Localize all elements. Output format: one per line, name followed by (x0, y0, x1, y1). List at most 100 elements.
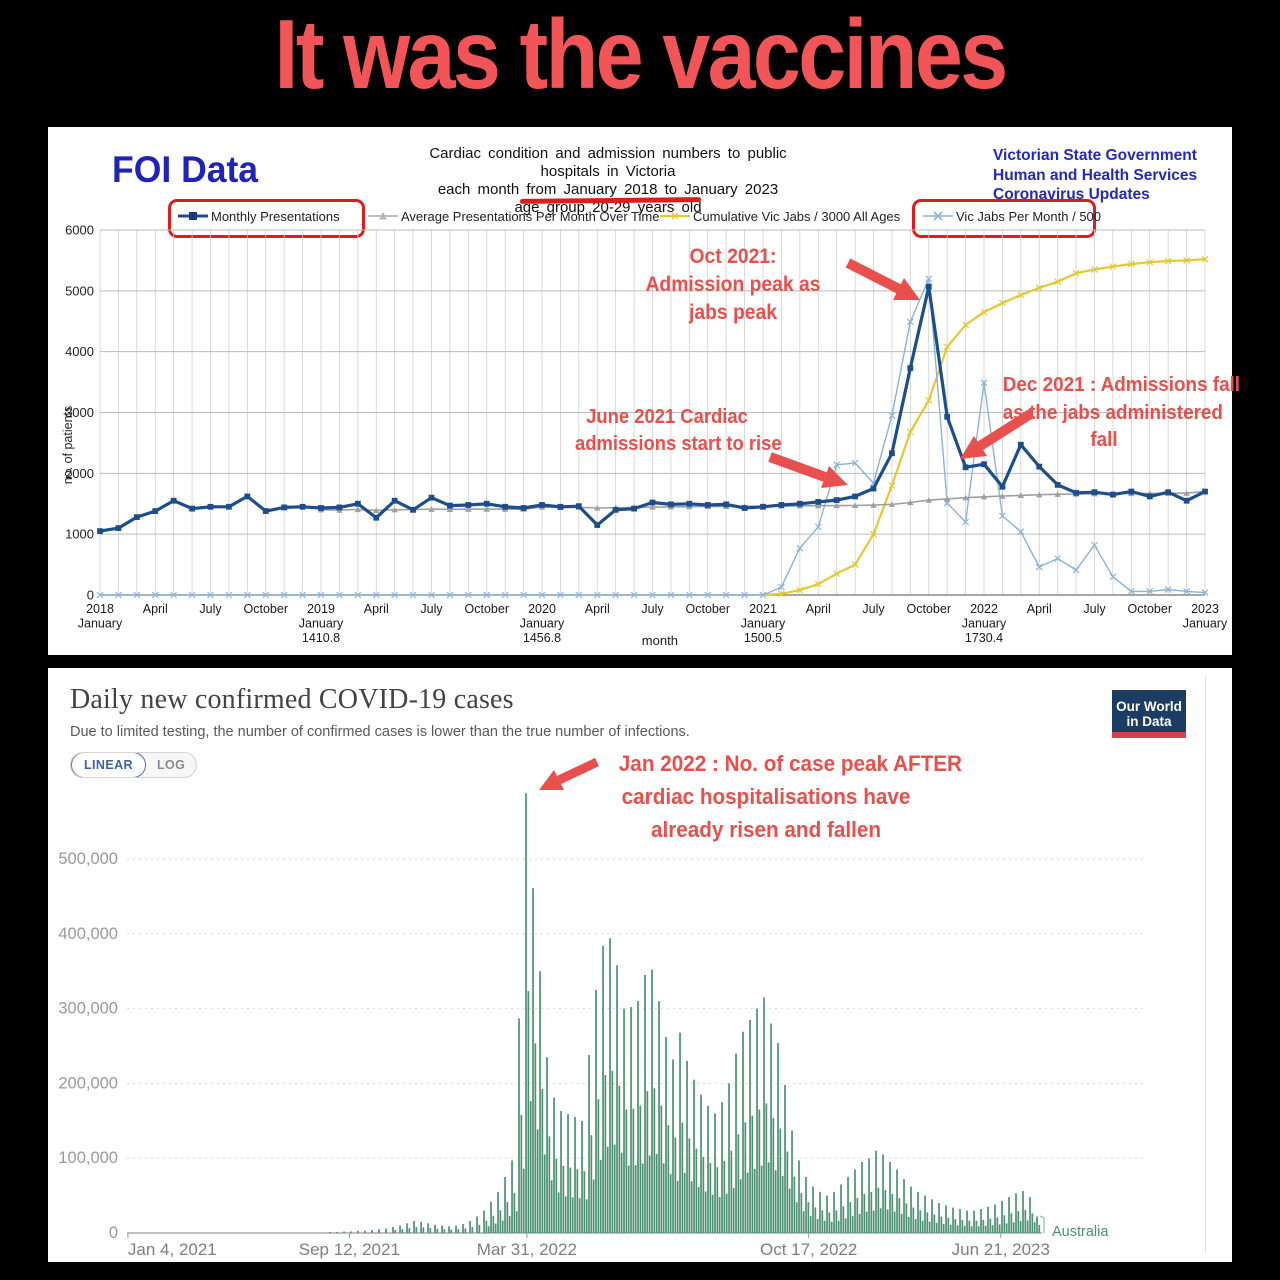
vertical-divider (1205, 676, 1206, 1254)
legend-label: Vic Jabs Per Month / 500 (956, 208, 1102, 224)
svg-text:2022: 2022 (970, 602, 998, 616)
svg-text:no. of patients: no. of patients (61, 406, 75, 485)
covid-cases-bar-chart: 0 100,000 200,000 300,000 400,000 500,000 Jan … (58, 793, 1145, 1259)
annotation-line: Oct 2021: (689, 245, 777, 268)
svg-text:October: October (907, 602, 951, 616)
annotation-line: already risen and fallen (650, 817, 882, 842)
owid-chart-subtitle: Due to limited testing, the number of co… (70, 724, 690, 740)
svg-text:2020: 2020 (528, 602, 556, 616)
svg-text:January: January (78, 617, 123, 631)
log-button[interactable]: LOG (156, 758, 186, 772)
svg-text:3000: 3000 (65, 405, 94, 420)
svg-text:month: month (642, 633, 678, 648)
svg-text:2000: 2000 (65, 466, 94, 481)
annotation-oct-2021-peak: Oct 2021: Admission peak as jabs peak (641, 243, 825, 327)
annotation-line: Jan 2022 : No. of case peak AFTER (618, 751, 963, 776)
owid-chart-panel: Daily new confirmed COVID-19 cases Due t… (48, 668, 1232, 1262)
svg-text:1456.8: 1456.8 (523, 631, 561, 645)
linear-button[interactable]: LINEAR (71, 753, 146, 777)
annotation-line: cardiac hospitalisations have (621, 784, 911, 809)
top-chart-title-line2: each month from January 2018 to January … (437, 181, 779, 198)
svg-text:400,000: 400,000 (58, 925, 118, 943)
foi-chart-panel: FOI Data Cardiac condition and admission… (48, 127, 1241, 655)
legend-item-jabs-per-month[interactable]: Vic Jabs Per Month / 500 (923, 208, 1101, 224)
svg-text:1410.8: 1410.8 (302, 631, 340, 645)
svg-text:2019: 2019 (307, 602, 335, 616)
svg-text:July: July (641, 602, 664, 616)
svg-text:January: January (299, 617, 344, 631)
svg-text:1730.4: 1730.4 (965, 631, 1003, 645)
svg-text:January: January (962, 617, 1007, 631)
svg-text:October: October (244, 602, 288, 616)
scale-toggle: LINEAR LOG (70, 752, 198, 778)
gov-line2: Human and Health Services (993, 166, 1198, 184)
legend-label: Monthly Presentations (211, 208, 340, 224)
svg-text:500,000: 500,000 (58, 850, 118, 868)
svg-text:April: April (143, 602, 168, 616)
svg-text:April: April (1027, 602, 1052, 616)
svg-text:July: July (199, 602, 222, 616)
annotation-jan-2022-case-peak: Jan 2022 : No. of case peak AFTER cardia… (618, 747, 963, 846)
svg-text:300,000: 300,000 (58, 1000, 118, 1018)
gov-line3: Coronavirus Updates (993, 186, 1150, 203)
legend-item-cumulative-jabs[interactable]: Cumulative Vic Jabs / 3000 All Ages (660, 208, 900, 224)
owid-chart-title: Daily new confirmed COVID-19 cases (70, 684, 514, 715)
svg-text:October: October (686, 602, 730, 616)
svg-text:April: April (806, 602, 831, 616)
svg-text:200,000: 200,000 (58, 1074, 118, 1092)
cumulative-line-swatch-icon (660, 212, 690, 220)
gov-line1: Victorian State Government (993, 147, 1197, 164)
svg-text:January: January (1183, 617, 1228, 631)
svg-text:5000: 5000 (65, 283, 94, 298)
svg-text:Australia: Australia (1052, 1224, 1109, 1240)
meme-title: It was the vaccines (274, 0, 1008, 109)
annotation-line: Dec 2021 : Admissions fall (1002, 373, 1241, 396)
red-highlight-box-jabs (912, 199, 1096, 238)
top-chart-title-line1: Cardiac condition and admission numbers … (429, 145, 787, 180)
svg-text:Mar 31, 2022: Mar 31, 2022 (477, 1240, 577, 1259)
foi-line-chart: 01000200030004000500060002018JanuaryApri… (61, 223, 1228, 649)
svg-text:January: January (741, 617, 786, 631)
annotation-dec-2021-fall: Dec 2021 : Admissions fall as the jabs a… (1002, 371, 1241, 454)
legend-item-monthly-presentations[interactable]: Monthly Presentations (178, 208, 340, 224)
svg-text:2021: 2021 (749, 602, 777, 616)
annotation-june-2021-rise: June 2021 Cardiac admissions start to ri… (575, 404, 782, 458)
logo-line2: in Data (1126, 714, 1172, 729)
svg-text:2018: 2018 (86, 602, 114, 616)
svg-text:6000: 6000 (65, 223, 94, 238)
red-highlight-box-monthly (168, 199, 365, 238)
monthly-line-swatch-icon (178, 212, 208, 220)
svg-text:April: April (364, 602, 389, 616)
legend-label: Average Presentations Per Month Over Tim… (401, 208, 660, 224)
svg-text:1500.5: 1500.5 (744, 631, 782, 645)
svg-text:April: April (585, 602, 610, 616)
legend-label: Cumulative Vic Jabs / 3000 All Ages (693, 208, 901, 224)
svg-text:100,000: 100,000 (58, 1149, 118, 1167)
svg-text:4000: 4000 (65, 344, 94, 359)
svg-text:Jan 4, 2021: Jan 4, 2021 (128, 1240, 217, 1259)
average-line-swatch-icon (368, 212, 398, 220)
logo-line1: Our World (1116, 699, 1182, 714)
svg-text:October: October (1128, 602, 1172, 616)
svg-text:0: 0 (87, 588, 94, 603)
annotation-line: admissions start to rise (575, 433, 782, 455)
svg-text:January: January (520, 617, 565, 631)
foi-data-label: FOI Data (112, 149, 259, 190)
svg-text:0: 0 (109, 1224, 118, 1242)
svg-text:July: July (1083, 602, 1106, 616)
our-world-in-data-logo: Our World in Data (1112, 690, 1186, 738)
svg-text:Jun 21, 2023: Jun 21, 2023 (952, 1240, 1050, 1259)
legend-item-average-presentations[interactable]: Average Presentations Per Month Over Tim… (368, 208, 659, 224)
annotation-line: as the jabs administered (1002, 400, 1223, 424)
svg-text:July: July (862, 602, 885, 616)
annotation-line: June 2021 Cardiac (586, 406, 748, 428)
svg-text:Oct 17, 2022: Oct 17, 2022 (760, 1240, 857, 1259)
annotation-line: jabs peak (688, 301, 778, 324)
svg-text:Sep 12, 2021: Sep 12, 2021 (299, 1240, 400, 1259)
svg-text:1000: 1000 (65, 527, 94, 542)
logo-red-bar (1112, 732, 1186, 738)
jabs-line-swatch-icon (923, 211, 953, 221)
svg-text:July: July (420, 602, 443, 616)
svg-text:2023: 2023 (1191, 602, 1219, 616)
